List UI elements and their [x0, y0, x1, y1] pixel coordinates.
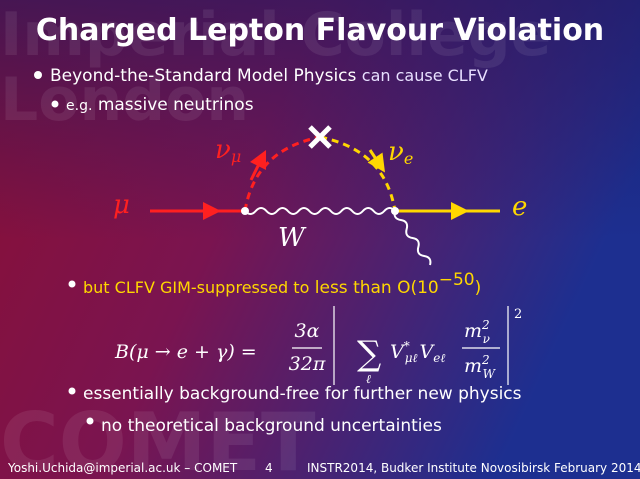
bullet-dot: [34, 71, 42, 79]
subscript: W: [483, 367, 497, 381]
bullet-dot: [68, 387, 76, 395]
mass-insertion: [308, 125, 332, 149]
bullet: essentially background-free for further …: [83, 384, 522, 404]
superscript: 2: [481, 353, 490, 367]
bullet-dot: [86, 417, 94, 425]
label: e: [512, 192, 527, 222]
formula-lhs: B(μ → e + γ) =: [114, 341, 257, 363]
subscript: μ: [231, 147, 241, 166]
watermark-text: COMET: [0, 396, 316, 479]
mass-denominator: m2 W: [464, 353, 497, 381]
bullet-dot: [51, 100, 59, 108]
label: νe: [388, 137, 413, 168]
subscript: eℓ: [433, 351, 445, 365]
bullet: no theoretical background uncertainties: [101, 416, 442, 436]
feynman-diagram: μ νμ νe e W: [113, 125, 527, 266]
neutrino-line: [319, 135, 397, 212]
superscript: *: [404, 339, 410, 353]
vertex: [391, 207, 399, 215]
superscript: 2: [481, 318, 490, 332]
label: μ: [113, 190, 130, 220]
sum-sign: ∑: [357, 334, 381, 374]
symbol: ν: [215, 135, 231, 165]
superscript: −50: [439, 270, 475, 290]
symbol: m: [464, 320, 482, 342]
bullets: Beyond-the-Standard Model Physics can ca…: [34, 66, 522, 436]
strong-text: Beyond-the-Standard Model Physics: [50, 66, 357, 86]
arrow: [249, 149, 267, 181]
slide-title: Charged Lepton Flavour Violation: [36, 13, 604, 48]
label: W: [278, 223, 307, 253]
neutrino-line: [243, 135, 321, 212]
page-number: 4: [265, 461, 273, 475]
symbol: ν: [388, 137, 404, 167]
vertex: [241, 207, 249, 215]
denominator: 32π: [289, 353, 326, 375]
footer-event: INSTR2014, Budker Institute Novosibirsk …: [307, 461, 640, 475]
text: but CLFV GIM-suppressed to: [83, 278, 309, 297]
subscript: μℓ: [405, 351, 418, 365]
bullet-dot: [68, 280, 76, 288]
strong-text: less than O(10: [315, 278, 439, 298]
sum-index: ℓ: [366, 372, 371, 386]
exponent: 2: [514, 307, 522, 322]
footer: Yoshi.Uchida@imperial.ac.uk – COMET 4 IN…: [7, 461, 640, 475]
watermark: Imperial College London COMET: [0, 0, 551, 479]
strong-text: massive neutrinos: [98, 95, 254, 115]
bullet: but CLFV GIM-suppressed to less than O(1…: [83, 270, 481, 298]
watermark-text: Imperial College: [0, 0, 551, 70]
symbol: V: [390, 341, 406, 363]
text: e.g.: [66, 98, 92, 114]
subscript: e: [404, 149, 413, 168]
text: can cause CLFV: [362, 66, 488, 85]
arrow: [367, 149, 385, 173]
bullet: Beyond-the-Standard Model Physics can ca…: [50, 66, 488, 86]
mass-numerator: m2 ν: [464, 318, 490, 346]
text: ): [475, 278, 482, 298]
formula: B(μ → e + γ) = 3α 32π ∑ ℓ V* μℓ Veℓ m2 ν m2…: [114, 306, 522, 386]
label: νμ: [215, 135, 241, 166]
w-boson: [244, 207, 432, 266]
symbol: V: [420, 341, 436, 363]
matrix-elements: V* μℓ Veℓ: [390, 339, 445, 365]
bullet: e.g. massive neutrinos: [66, 95, 254, 115]
symbol: m: [464, 355, 482, 377]
subscript: ν: [483, 332, 490, 346]
footer-author: Yoshi.Uchida@imperial.ac.uk – COMET: [7, 461, 238, 475]
numerator: 3α: [295, 320, 320, 342]
